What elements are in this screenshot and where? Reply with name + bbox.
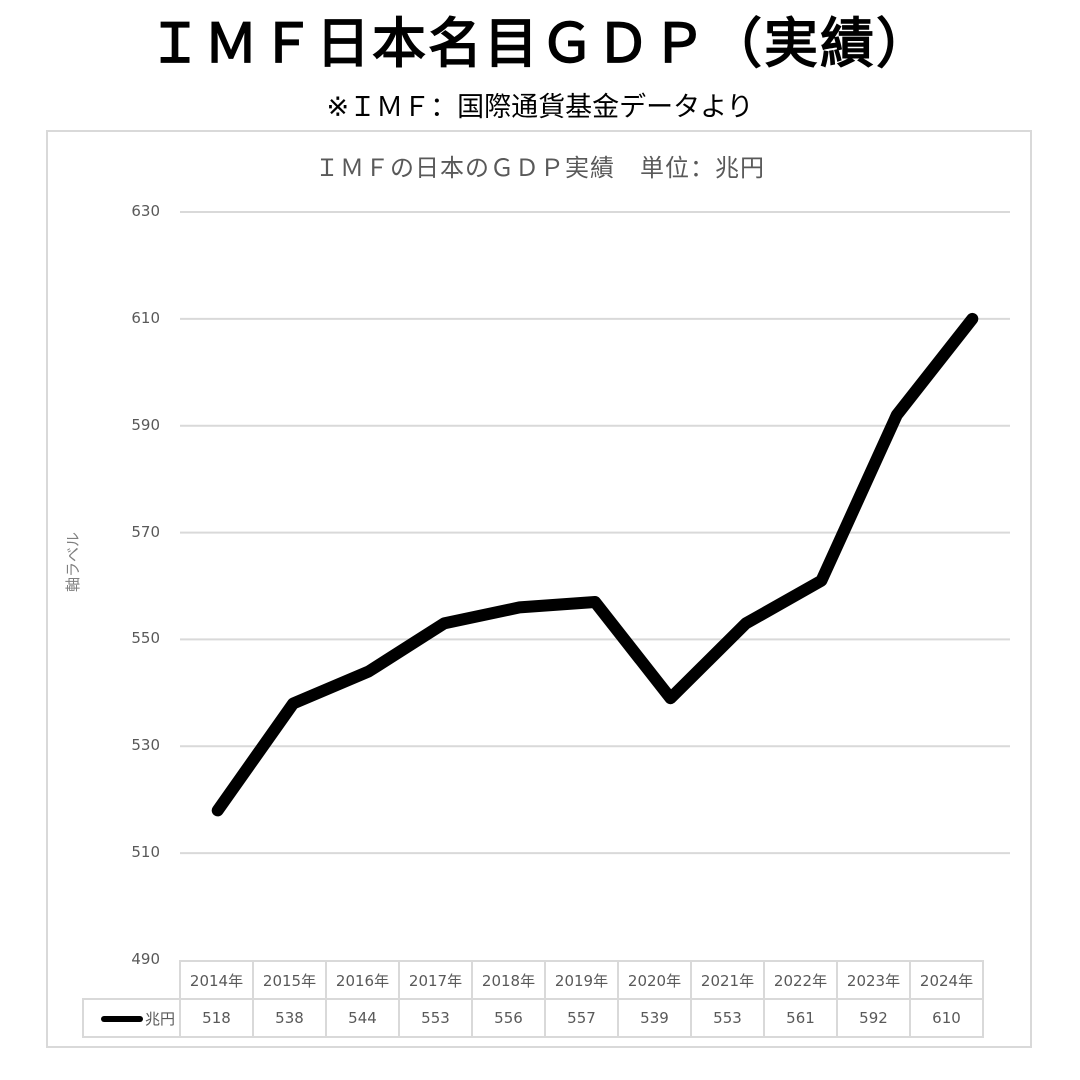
source-note: ※ＩＭＦ：国際通貨基金データより bbox=[326, 92, 754, 123]
legend-entry: 兆円 bbox=[82, 998, 181, 1038]
y-tick-label: 590 bbox=[131, 415, 160, 434]
data-value-cell: 592 bbox=[836, 998, 911, 1038]
data-table-corner bbox=[83, 961, 181, 1000]
legend-label: 兆円 bbox=[144, 1009, 175, 1028]
x-category-label: 2024年 bbox=[909, 960, 984, 1000]
x-category-label: 2015年 bbox=[252, 960, 327, 1000]
page-title: ＩＭＦ日本名目ＧＤＰ（実績） bbox=[148, 12, 932, 75]
data-value-cell: 557 bbox=[544, 998, 619, 1038]
data-value-cell: 538 bbox=[252, 998, 327, 1038]
data-value-cell: 561 bbox=[763, 998, 838, 1038]
data-value-cell: 518 bbox=[179, 998, 254, 1038]
y-tick-label: 570 bbox=[131, 522, 160, 541]
y-tick-label: 530 bbox=[131, 736, 160, 755]
data-value-cell: 610 bbox=[909, 998, 984, 1038]
data-table: 2014年 2015年 2016年 2017年 2018年 2019年 2020年 2021年… bbox=[82, 960, 984, 1038]
data-value-cell: 556 bbox=[471, 998, 546, 1038]
chart-area bbox=[46, 130, 1032, 1048]
legend-line-icon bbox=[100, 1016, 143, 1022]
series-line bbox=[211, 312, 979, 817]
x-category-label: 2019年 bbox=[544, 960, 619, 1000]
data-table-values-row: 兆円 518 538 544 553 556 557 539 553 561 592 610 bbox=[82, 998, 984, 1038]
x-category-label: 2020年 bbox=[617, 960, 692, 1000]
y-axis-label: 軸ラベル bbox=[64, 531, 82, 592]
y-tick-label: 630 bbox=[131, 202, 160, 220]
x-category-label: 2021年 bbox=[690, 960, 765, 1000]
x-category-label: 2018年 bbox=[471, 960, 546, 1000]
data-table-header-row: 2014年 2015年 2016年 2017年 2018年 2019年 2020年 2021年… bbox=[83, 960, 984, 1000]
x-category-label: 2016年 bbox=[325, 960, 400, 1000]
data-value-cell: 553 bbox=[398, 998, 473, 1038]
data-value-cell: 539 bbox=[617, 998, 692, 1038]
y-tick-label: 510 bbox=[131, 843, 160, 862]
y-tick-label: 610 bbox=[131, 308, 160, 327]
y-tick-label: 550 bbox=[131, 629, 160, 648]
x-category-label: 2023年 bbox=[836, 960, 911, 1000]
x-category-label: 2014年 bbox=[179, 960, 254, 1000]
data-value-cell: 544 bbox=[325, 998, 400, 1038]
data-value-cell: 553 bbox=[690, 998, 765, 1038]
x-category-label: 2022年 bbox=[763, 960, 838, 1000]
x-category-label: 2017年 bbox=[398, 960, 473, 1000]
chart-title: ＩＭＦの日本のＧＤＰ実績 単位：兆円 bbox=[315, 154, 765, 182]
